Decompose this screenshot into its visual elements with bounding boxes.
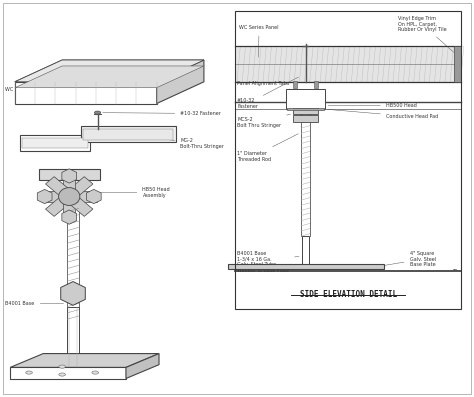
Text: 4" Square
Galv. Steel
Base Plate: 4" Square Galv. Steel Base Plate: [382, 251, 436, 267]
Text: B4001 Base
1-3/4 x 16 Ga.
Galv. Steel Tube
Welded To Base Plate: B4001 Base 1-3/4 x 16 Ga. Galv. Steel Tu…: [237, 251, 299, 273]
Polygon shape: [15, 60, 204, 82]
Polygon shape: [10, 368, 126, 378]
Text: MG-2
Bolt-Thru Stringer: MG-2 Bolt-Thru Stringer: [127, 135, 224, 148]
Polygon shape: [62, 169, 77, 183]
Polygon shape: [83, 129, 173, 140]
Bar: [293, 108, 318, 114]
Polygon shape: [62, 210, 77, 224]
Bar: [287, 108, 324, 110]
Polygon shape: [15, 82, 156, 104]
Text: MCS-2
Bolt Thru Stringer: MCS-2 Bolt Thru Stringer: [237, 114, 291, 127]
Polygon shape: [10, 354, 159, 368]
Bar: [293, 116, 318, 122]
Bar: [67, 307, 79, 367]
Text: Conductive Head Pad: Conductive Head Pad: [327, 109, 438, 119]
Polygon shape: [126, 354, 159, 378]
Polygon shape: [37, 189, 52, 204]
Polygon shape: [22, 138, 88, 148]
Text: #10-32 Fastener: #10-32 Fastener: [103, 111, 221, 116]
Ellipse shape: [26, 371, 32, 374]
Text: Vinyl Edge Trim
On HPL, Carpet,
Rubber Or Vinyl Tile: Vinyl Edge Trim On HPL, Carpet, Rubber O…: [398, 16, 454, 52]
Text: HB50 Head
Assembly: HB50 Head Assembly: [98, 187, 170, 198]
Ellipse shape: [94, 111, 100, 114]
Polygon shape: [19, 135, 91, 151]
Text: WC Series Panel: WC Series Panel: [5, 87, 53, 92]
Bar: [235, 46, 462, 82]
Bar: [454, 46, 462, 82]
Bar: [314, 81, 318, 88]
Ellipse shape: [59, 365, 65, 368]
Ellipse shape: [59, 188, 80, 205]
Text: HB500 Head: HB500 Head: [328, 103, 417, 108]
Bar: [235, 11, 462, 309]
Ellipse shape: [92, 371, 99, 374]
Polygon shape: [61, 281, 85, 305]
Polygon shape: [86, 189, 101, 204]
Bar: [293, 81, 298, 88]
Polygon shape: [46, 177, 93, 216]
Text: SIDE ELEVATION DETAIL: SIDE ELEVATION DETAIL: [300, 290, 397, 299]
Text: 1" Diameter
Threaded Rod: 1" Diameter Threaded Rod: [237, 134, 298, 162]
Text: WC Series Panel: WC Series Panel: [239, 25, 279, 57]
Polygon shape: [46, 177, 93, 216]
Text: B4001 Base: B4001 Base: [5, 301, 64, 306]
Bar: [302, 236, 310, 264]
Ellipse shape: [59, 373, 65, 376]
Text: Panel Alignment Tabs: Panel Alignment Tabs: [237, 81, 295, 86]
Polygon shape: [156, 60, 204, 104]
Polygon shape: [38, 169, 100, 180]
Bar: [228, 264, 383, 269]
Text: #10-32
Fastener: #10-32 Fastener: [237, 77, 298, 109]
Polygon shape: [42, 191, 97, 202]
Bar: [286, 89, 325, 109]
Polygon shape: [63, 173, 75, 220]
Polygon shape: [15, 66, 204, 88]
Polygon shape: [81, 127, 175, 142]
Polygon shape: [15, 60, 204, 82]
